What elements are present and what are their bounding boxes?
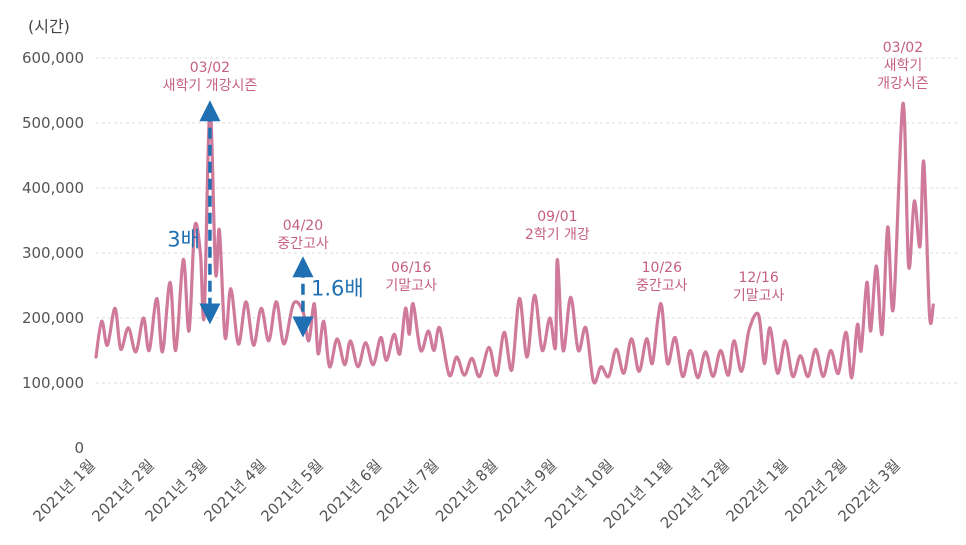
y-tick-label: 500,000 (22, 114, 84, 132)
ratio-label: 1.6배 (311, 276, 364, 300)
annotation-label: 10/26 (642, 260, 682, 276)
annotation-label: 새학기 개강시즌 (163, 78, 258, 94)
x-tick-label: 2021년 1월 (29, 456, 98, 525)
ratio-label: 3배 (167, 228, 200, 252)
annotation-label: 06/16 (391, 260, 431, 276)
y-tick-label: 200,000 (22, 309, 84, 327)
annotation-label: 기말고사 (733, 288, 785, 304)
series-lines (94, 101, 935, 385)
annotation-label: 04/20 (283, 218, 323, 234)
annotation-label: 03/02 (190, 60, 230, 76)
annotation-label: 03/02 (883, 40, 923, 56)
y-tick-label: 400,000 (22, 179, 84, 197)
series-line (94, 101, 935, 385)
annotation-label: 2학기 개강 (525, 227, 590, 243)
annotation-label: 기말고사 (385, 278, 437, 294)
x-tick-label: 2021년 8월 (432, 456, 501, 525)
annotation-label: 12/16 (738, 270, 778, 286)
x-tick-label: 2021년 7월 (373, 456, 442, 525)
annotation-label: 09/01 (537, 209, 577, 225)
x-tick-label: 2021년 5월 (257, 456, 326, 525)
x-tick-label: 2022년 1월 (722, 456, 791, 525)
ratio-markers: 3배 1.6배 (167, 100, 364, 338)
y-axis-ticks: 0 100,000 200,000 300,000 400,000 500,000 600,… (22, 49, 84, 457)
annotation-label: 중간고사 (277, 236, 329, 252)
annotation-label: 개강시즌 (877, 76, 929, 92)
annotation-label: 새학기 (884, 58, 923, 74)
y-tick-label: 100,000 (22, 374, 84, 392)
y-tick-label: 600,000 (22, 49, 84, 67)
y-axis-unit-label: (시간) (28, 17, 70, 36)
y-tick-label: 0 (74, 439, 84, 457)
annotations: 03/02 새학기 개강시즌 04/20 중간고사 06/16 기말고사 09/01 2학기 … (163, 40, 929, 304)
annotation-label: 중간고사 (636, 278, 688, 294)
y-tick-label: 300,000 (22, 244, 84, 262)
